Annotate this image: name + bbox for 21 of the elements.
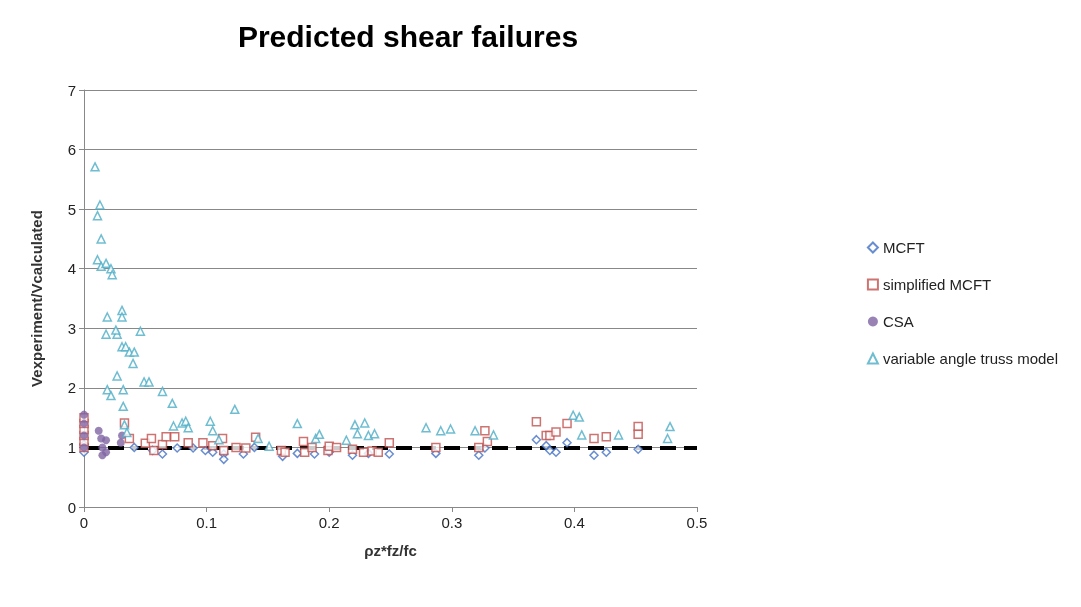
y-tick-label: 2	[67, 379, 76, 397]
x-tick-label: 0.1	[196, 514, 218, 531]
x-tick-label: 0.3	[441, 514, 463, 531]
y-tick-label: 3	[67, 319, 76, 337]
legend-label: CSA	[882, 313, 914, 330]
chart-title: Predicted shear failures	[237, 19, 579, 53]
y-tick-label: 1	[67, 438, 76, 456]
x-axis-title: ρz*fz/fc	[364, 542, 417, 559]
y-tick-label: 6	[67, 141, 76, 159]
legend-label: simplified MCFT	[882, 276, 992, 293]
legend-label: MCFT	[882, 239, 925, 256]
y-axis-title: Vexperiment/Vcalculated	[28, 210, 45, 387]
x-tick-label: 0	[79, 514, 89, 531]
y-tick-label: 0	[67, 498, 76, 516]
y-tick-label: 7	[67, 81, 76, 99]
x-tick-label: 0.4	[563, 514, 585, 531]
y-tick-label: 5	[67, 200, 76, 218]
x-tick-label: 0.2	[318, 514, 340, 531]
legend-label: variable angle truss model	[882, 350, 1058, 367]
x-tick-label: 0.5	[686, 514, 708, 531]
y-tick-label: 4	[67, 260, 76, 278]
